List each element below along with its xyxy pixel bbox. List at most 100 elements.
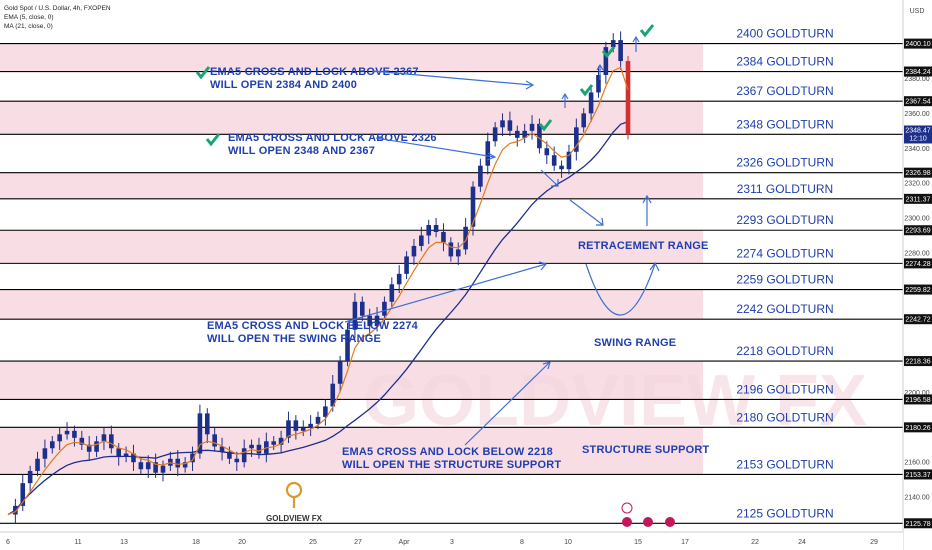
time-tick: 11 [74, 539, 81, 546]
candle-body [153, 462, 158, 473]
price-tag-bg [904, 258, 932, 269]
price-tag: 2153.37 [904, 469, 932, 480]
price-tag-value: 2384.24 [905, 69, 930, 76]
level-label: 2326 GOLDTURN [736, 156, 833, 170]
price-tag: 2384.24 [904, 66, 932, 77]
check-icon [205, 133, 221, 147]
zone-band [0, 230, 703, 264]
candle-body [138, 462, 144, 470]
level-label: 2311 GOLDTURN [737, 182, 833, 196]
candle-body [389, 284, 395, 302]
arrowhead-up-3 [596, 63, 604, 71]
arrowhead-a1 [525, 80, 535, 90]
candle-body [455, 249, 461, 257]
price-tag-bg [904, 422, 932, 433]
time-tick: 27 [354, 539, 362, 546]
candle-body [441, 231, 446, 243]
candle-body [131, 453, 136, 463]
candle-body [411, 245, 417, 257]
annotation-arrows [344, 35, 660, 446]
price-tag-bg [904, 96, 932, 107]
candle-body [610, 40, 616, 48]
price-axis-panel[interactable] [903, 0, 932, 550]
price-tag-bg [904, 469, 932, 480]
candle-body [293, 420, 299, 431]
check-icon [639, 24, 655, 38]
candle-body [64, 430, 70, 435]
event-icons [621, 502, 675, 527]
annotation-ema-below-2218: EMA5 CROSS AND LOCK BELOW 2218 WILL OPEN… [342, 446, 561, 471]
goldview-logo: GOLDVIEW FX [266, 481, 323, 523]
arrow-down-2 [569, 199, 604, 226]
level-label: 2196 GOLDTURN [736, 382, 833, 396]
swing-range-label: SWING RANGE [594, 337, 676, 349]
candle-body [116, 448, 122, 457]
candle-body [463, 226, 468, 250]
time-tick: 22 [751, 539, 759, 546]
candle-body [419, 235, 424, 246]
level-label: 2384 GOLDTURN [736, 55, 833, 69]
candle-body [182, 462, 188, 468]
price-tag-value: 2218.36 [905, 359, 930, 366]
symbol-title: Gold Spot / U.S. Dollar, 4h, FXOPEN [4, 5, 111, 12]
price-tag-value: 2367.54 [905, 99, 930, 106]
annotation-ema-above-2326: EMA5 CROSS AND LOCK ABOVE 2326 WILL OPEN… [228, 132, 437, 157]
price-tag-bg [904, 394, 932, 405]
candle-body [433, 225, 439, 232]
candle-body [500, 120, 505, 128]
zone-band [0, 289, 703, 320]
price-tag: 2259.82 [904, 284, 932, 295]
price-tag: 2367.54 [904, 96, 932, 107]
candle-body [145, 462, 151, 470]
candle-body [197, 413, 203, 454]
candle-body [544, 148, 550, 156]
time-tick: 17 [681, 539, 689, 546]
time-tick: 18 [192, 539, 200, 546]
lightning-event-icon [621, 502, 633, 514]
arrow-a2 [375, 137, 495, 158]
time-tick: 25 [309, 539, 317, 546]
price-tag: 2400.10 [904, 38, 932, 49]
candle-body [249, 444, 254, 449]
current-price-countdown: 12:10 [909, 135, 927, 142]
price-tag-value: 2153.37 [905, 472, 930, 479]
check-icon [579, 84, 594, 97]
candle-body [529, 123, 535, 131]
price-tag-value: 2125.78 [905, 521, 930, 528]
candle-body [278, 437, 284, 445]
price-tick: 2140.00 [904, 495, 929, 502]
watermark: GOLDVIEW FX [363, 361, 867, 441]
candle-body [79, 437, 85, 445]
zone-band [0, 43, 703, 72]
time-tick: 20 [238, 539, 246, 546]
annotation-1-line2: WILL OPEN 2384 AND 2400 [210, 79, 357, 91]
candle-body [625, 61, 631, 135]
candle-body [123, 453, 129, 457]
price-tick: 2200.00 [904, 390, 929, 397]
candle-body [256, 444, 262, 454]
arrowhead-down-1 [551, 179, 559, 187]
candle-body [219, 446, 225, 452]
candle-body [160, 465, 166, 473]
candle-body [271, 441, 277, 445]
candle-body [404, 256, 409, 274]
price-tag: 2293.69 [904, 225, 932, 236]
time-tick: 10 [564, 539, 572, 546]
price-tag: 2326.98 [904, 167, 932, 178]
level-label: 2218 GOLDTURN [736, 344, 833, 358]
candle-body [241, 448, 247, 463]
price-tick: 2360.00 [904, 111, 929, 118]
candle-body [227, 451, 232, 459]
candle-body [426, 225, 432, 236]
arrowhead-up-1 [642, 194, 652, 204]
price-tag: 2125.78 [904, 518, 932, 529]
arrowhead-down-2 [596, 217, 604, 226]
time-axis-panel[interactable] [0, 532, 903, 550]
candle-body [13, 505, 18, 515]
candle-body [581, 113, 587, 128]
time-tick: 13 [120, 539, 128, 546]
candle-body [286, 420, 291, 438]
arrow-a4 [464, 361, 551, 446]
level-label: 2367 GOLDTURN [736, 84, 833, 98]
